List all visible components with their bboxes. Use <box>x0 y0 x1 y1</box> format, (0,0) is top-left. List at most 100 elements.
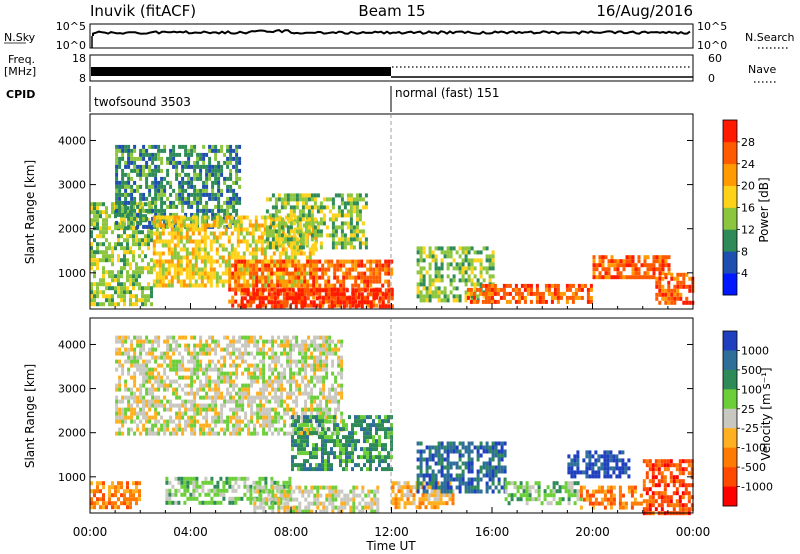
heatmap-cell <box>351 427 354 432</box>
heatmap-cell <box>304 387 308 392</box>
heatmap-cell <box>90 262 93 267</box>
heatmap-cell <box>331 205 335 210</box>
heatmap-cell <box>360 287 364 292</box>
heatmap-cell <box>322 387 326 392</box>
heatmap-cell <box>269 283 273 288</box>
heatmap-cell <box>289 339 293 344</box>
heatmap-cell <box>241 395 245 400</box>
heatmap-cell <box>279 283 283 288</box>
heatmap-cell <box>328 233 332 238</box>
heatmap-cell <box>133 347 137 352</box>
heatmap-cell <box>135 282 138 287</box>
heatmap-cell <box>276 259 280 264</box>
heatmap-cell <box>280 351 284 356</box>
heatmap-cell <box>231 263 235 268</box>
heatmap-cell <box>205 403 209 408</box>
heatmap-cell <box>196 371 200 376</box>
heatmap-cell <box>184 180 188 185</box>
heatmap-cell <box>175 168 179 173</box>
heatmap-cell <box>449 290 453 295</box>
heatmap-cell <box>273 480 277 485</box>
heatmap-cell <box>108 274 111 279</box>
heatmap-cell <box>286 237 290 242</box>
heatmap-cell <box>458 246 462 251</box>
heatmap-cell <box>319 363 323 368</box>
heatmap-cell <box>176 259 180 264</box>
heatmap-cell <box>283 387 287 392</box>
heatmap-cell <box>304 371 308 376</box>
heatmap-cell <box>241 407 245 412</box>
heatmap-cell <box>299 251 303 256</box>
heatmap-cell <box>286 363 290 368</box>
heatmap-cell <box>175 395 179 400</box>
heatmap-cell <box>270 259 274 264</box>
heatmap-cell <box>482 246 486 251</box>
heatmap-cell <box>258 291 262 296</box>
heatmap-cell <box>148 407 152 412</box>
heatmap-cell <box>127 387 131 392</box>
heatmap-cell <box>90 501 93 506</box>
heatmap-cell <box>337 371 341 376</box>
heatmap-cell <box>256 395 260 400</box>
heatmap-cell <box>259 399 263 404</box>
heatmap-cell <box>196 160 200 165</box>
heatmap-cell <box>502 295 506 300</box>
heatmap-cell <box>205 192 209 197</box>
heatmap-cell <box>315 431 318 436</box>
heatmap-cell <box>102 270 105 275</box>
heatmap-cell <box>348 431 351 436</box>
heatmap-cell <box>145 379 149 384</box>
heatmap-cell <box>301 201 305 206</box>
heatmap-cell <box>205 363 209 368</box>
heatmap-cell <box>274 241 278 246</box>
heatmap-cell <box>652 275 656 280</box>
heatmap-cell <box>339 443 342 448</box>
heatmap-cell <box>298 225 302 230</box>
heatmap-cell <box>155 263 159 268</box>
heatmap-cell <box>337 363 341 368</box>
heatmap-cell <box>303 431 306 436</box>
heatmap-cell <box>311 227 315 232</box>
heatmap-cell <box>228 476 232 481</box>
heatmap-cell <box>217 415 221 420</box>
heatmap-cell <box>256 391 260 396</box>
heatmap-cell <box>295 383 299 388</box>
heatmap-cell <box>664 275 668 280</box>
heatmap-cell <box>115 188 119 193</box>
heatmap-cell <box>169 399 173 404</box>
noise-trace <box>92 29 691 36</box>
heatmap-cell <box>161 231 165 236</box>
noise-right-tick-bottom: 10^0 <box>697 39 727 52</box>
heatmap-cell <box>262 431 266 436</box>
heatmap-cell <box>343 237 347 242</box>
heatmap-cell <box>637 271 641 276</box>
heatmap-cell <box>180 492 184 497</box>
heatmap-cell <box>120 282 123 287</box>
heatmap-cell <box>299 239 303 244</box>
heatmap-cell <box>214 347 218 352</box>
heatmap-cell <box>339 283 343 288</box>
heatmap-cell <box>154 415 158 420</box>
heatmap-cell <box>145 224 149 229</box>
heatmap-cell <box>358 213 362 218</box>
heatmap-cell <box>161 243 165 248</box>
heatmap-cell <box>285 271 289 276</box>
heatmap-cell <box>331 201 335 206</box>
heatmap-cell <box>271 415 275 420</box>
heatmap-cell <box>108 286 111 291</box>
heatmap-cell <box>363 263 367 268</box>
heatmap-cell <box>327 263 331 268</box>
heatmap-cell <box>261 303 265 308</box>
heatmap-cell <box>279 259 283 264</box>
heatmap-cell <box>306 288 310 293</box>
heatmap-cell <box>322 343 326 348</box>
heatmap-cell <box>316 485 320 490</box>
heatmap-cell <box>277 209 281 214</box>
heatmap-cell <box>121 208 125 213</box>
heatmap-cell <box>378 288 382 293</box>
heatmap-cell <box>234 299 238 304</box>
heatmap-cell <box>249 484 253 489</box>
heatmap-cell <box>310 375 314 380</box>
heatmap-cell <box>213 500 217 505</box>
heatmap-cell <box>316 505 320 510</box>
